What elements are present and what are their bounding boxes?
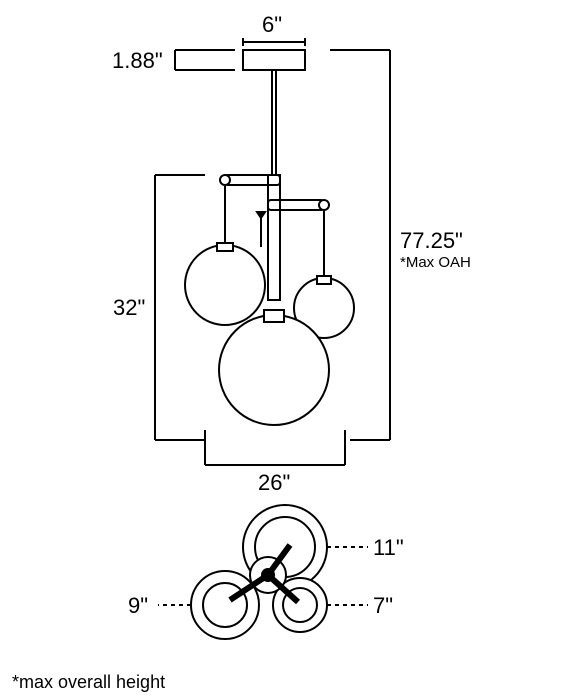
label-globe-small: 7" bbox=[373, 593, 393, 619]
footnote-text: *max overall height bbox=[12, 672, 165, 693]
label-canopy-width: 6" bbox=[262, 12, 282, 38]
label-globe-large: 11" bbox=[373, 535, 404, 561]
label-max-oah-note: *Max OAH bbox=[400, 254, 471, 271]
label-canopy-height: 1.88" bbox=[112, 48, 163, 74]
label-max-oah: 77.25" bbox=[400, 228, 463, 254]
label-fixture-height: 32" bbox=[113, 295, 145, 321]
pendant-diagram bbox=[0, 0, 561, 700]
label-fixture-width: 26" bbox=[258, 470, 290, 496]
label-globe-medium: 9" bbox=[128, 593, 148, 619]
